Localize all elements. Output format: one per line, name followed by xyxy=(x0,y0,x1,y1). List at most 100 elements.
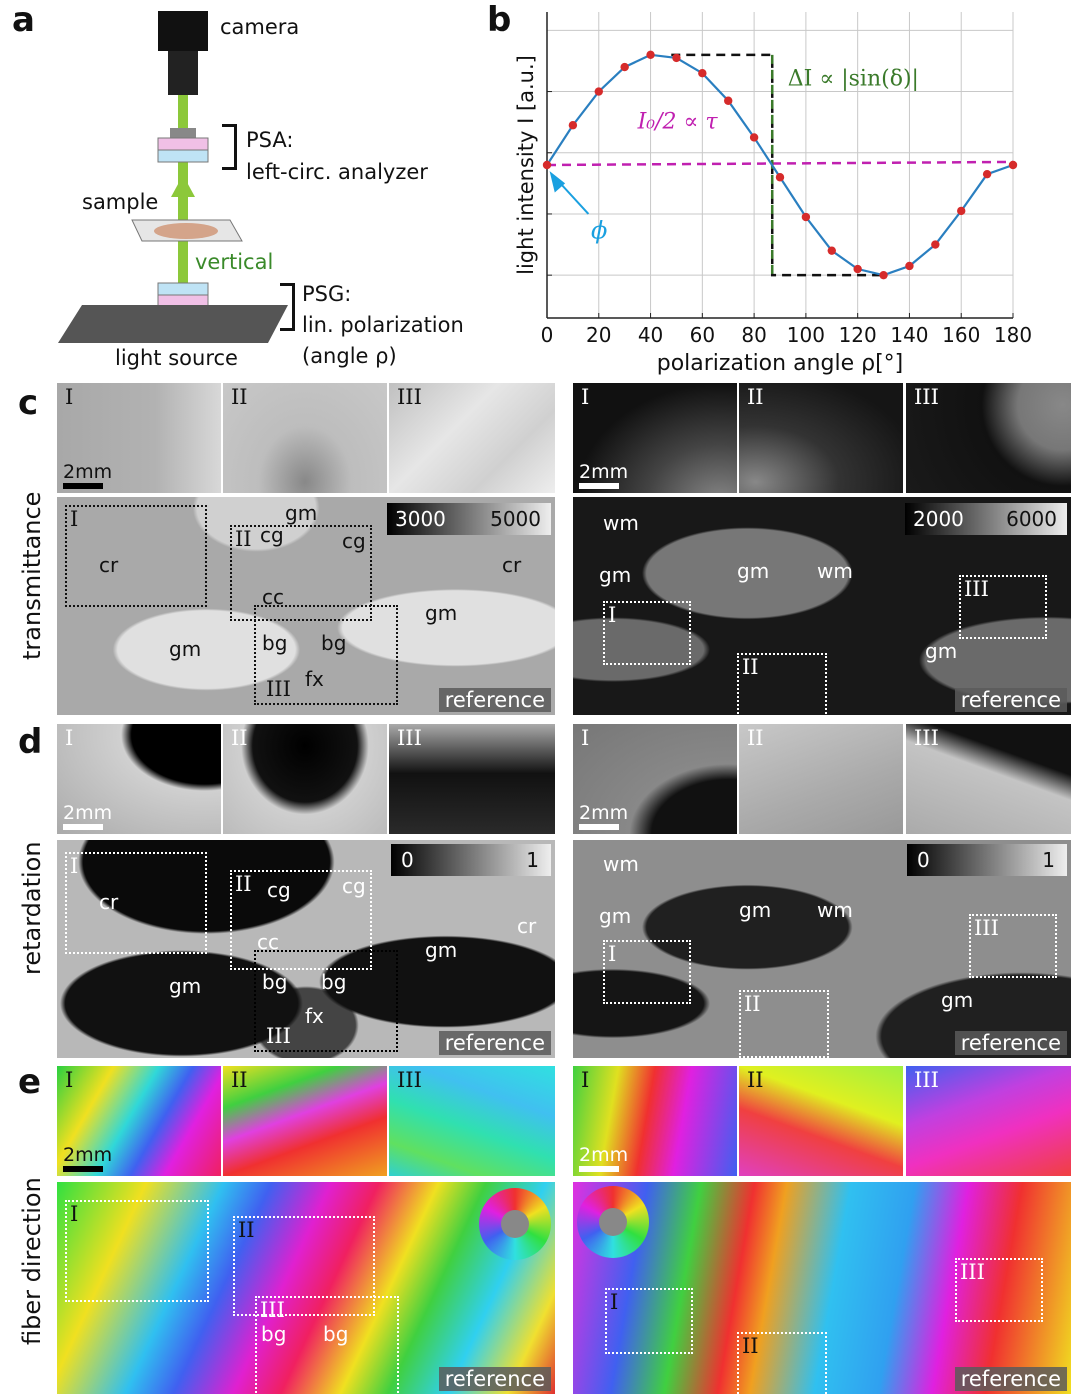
tile-roman: I xyxy=(581,726,590,750)
label-psg-angle: (angle ρ) xyxy=(302,344,397,368)
colorbar-d-left: 0 1 xyxy=(391,844,551,876)
mean-line xyxy=(546,160,1014,167)
intensity-chart: 0 20 40 60 80 100 120 140 160 180 polarization ang… xyxy=(514,12,1032,376)
tile-e-left-ii: II xyxy=(223,1066,387,1176)
psa-cap xyxy=(170,128,196,138)
roi-box-ii: II xyxy=(737,653,827,715)
reference-tag: reference xyxy=(954,688,1067,712)
roi-roman: II xyxy=(235,872,252,896)
roi-roman: III xyxy=(964,577,989,601)
tile-roman: II xyxy=(231,1068,248,1092)
data-point xyxy=(879,270,888,280)
tile-roman: III xyxy=(914,726,939,750)
region-bg: bg xyxy=(262,631,288,655)
tile-roman: III xyxy=(914,1068,939,1092)
x-tick-label: 40 xyxy=(638,323,663,347)
region-bg: bg xyxy=(321,631,347,655)
region-cg: cg xyxy=(342,874,366,898)
data-point xyxy=(672,53,681,63)
psg-filter-1 xyxy=(157,282,209,296)
x-axis-label: polarization angle ρ[°] xyxy=(657,351,904,376)
tile-roman: I xyxy=(581,385,590,409)
roi-box-iii: III xyxy=(255,1296,399,1394)
region-wm: wm xyxy=(603,852,639,876)
tile-c-right-ii: II xyxy=(739,383,903,493)
region-cr: cr xyxy=(517,914,537,938)
tile-e-right-i: I 2mm xyxy=(573,1066,737,1176)
label-psa-desc: left-circ. analyzer xyxy=(246,160,428,184)
roi-roman: III xyxy=(266,677,291,701)
camera-body xyxy=(158,11,208,51)
roi-box-ii: II xyxy=(230,870,372,970)
data-point xyxy=(931,240,940,249)
tile-roman: II xyxy=(231,726,248,750)
data-point xyxy=(698,69,707,78)
phi-annotation: ϕ xyxy=(591,216,607,244)
data-point xyxy=(957,206,966,216)
region-gm: gm xyxy=(599,563,632,587)
panel-label-b: b xyxy=(487,0,512,40)
roi-roman: I xyxy=(610,1290,619,1314)
roi-box-iii: III xyxy=(254,950,398,1052)
psg-bracket xyxy=(280,283,295,331)
tile-e-left-iii: III xyxy=(389,1066,555,1176)
roi-roman: II xyxy=(238,1218,255,1242)
tile-d-right-i: I 2mm xyxy=(573,724,737,834)
region-gm: gm xyxy=(739,898,772,922)
roi-roman: III xyxy=(974,916,999,940)
roi-roman: II xyxy=(742,655,759,679)
data-point xyxy=(594,87,603,96)
region-cr: cr xyxy=(99,890,119,914)
panel-label-d: d xyxy=(18,722,43,762)
beam-arrow xyxy=(171,175,195,197)
region-gm: gm xyxy=(169,974,202,998)
scale-bar: 2mm xyxy=(579,1144,629,1172)
tile-roman: II xyxy=(747,1068,764,1092)
reference-tag: reference xyxy=(438,1031,551,1055)
scale-text: 2mm xyxy=(63,802,113,824)
region-gm: gm xyxy=(941,988,974,1012)
min-bracket xyxy=(770,165,884,277)
image-d-left-reference: I II III cr cg cg cr cc gm gm bg bg fx 0… xyxy=(57,840,555,1058)
colorbar-max: 1 xyxy=(526,848,539,872)
label-camera: camera xyxy=(220,15,300,39)
x-tick-label: 80 xyxy=(741,323,766,347)
label-psa-title: PSA: xyxy=(246,128,294,152)
reference-tag: reference xyxy=(438,1367,551,1391)
data-point xyxy=(1008,160,1018,170)
region-gm: gm xyxy=(599,904,632,928)
data-point xyxy=(620,62,629,72)
region-cg: cg xyxy=(267,878,291,902)
row-label-fiber-direction: fiber direction xyxy=(18,1177,46,1345)
roi-roman: II xyxy=(235,527,252,551)
tile-e-right-ii: II xyxy=(739,1066,903,1176)
tile-roman: I xyxy=(581,1068,590,1092)
x-tick-label: 120 xyxy=(839,323,877,347)
image-c-left-reference: I II III cr gm cg cg cr cc gm gm bg bg f… xyxy=(57,497,555,715)
tile-e-left-i: I 2mm xyxy=(57,1066,221,1176)
colorbar-c-right: 2000 6000 xyxy=(905,503,1067,535)
tile-c-right-iii: III xyxy=(906,383,1071,493)
tile-roman: I xyxy=(65,726,74,750)
setup-diagram xyxy=(58,11,288,343)
roi-box-iii: III xyxy=(969,914,1057,978)
x-tick-label: 140 xyxy=(890,323,928,347)
roi-roman: I xyxy=(608,603,617,627)
data-point xyxy=(827,246,836,255)
colorbar-min: 3000 xyxy=(395,507,446,531)
roi-box-i: I xyxy=(65,852,207,954)
roi-box-i: I xyxy=(65,505,207,607)
reference-tag: reference xyxy=(954,1367,1067,1391)
label-psg-title: PSG: xyxy=(302,282,352,306)
region-bg: bg xyxy=(262,970,288,994)
roi-box-ii: II xyxy=(233,1216,375,1316)
light-beam xyxy=(178,95,188,315)
region-wm: wm xyxy=(603,511,639,535)
region-gm: gm xyxy=(169,637,202,661)
scale-text: 2mm xyxy=(579,802,629,824)
scale-text: 2mm xyxy=(579,1144,629,1166)
image-c-right-reference: I II III wm gm gm wm gm 2000 6000 refere… xyxy=(573,497,1071,715)
roi-roman: I xyxy=(70,854,79,878)
delta-annotation: ΔI ∝ |sin(δ)| xyxy=(788,66,919,91)
roi-box-iii: III xyxy=(955,1258,1043,1322)
